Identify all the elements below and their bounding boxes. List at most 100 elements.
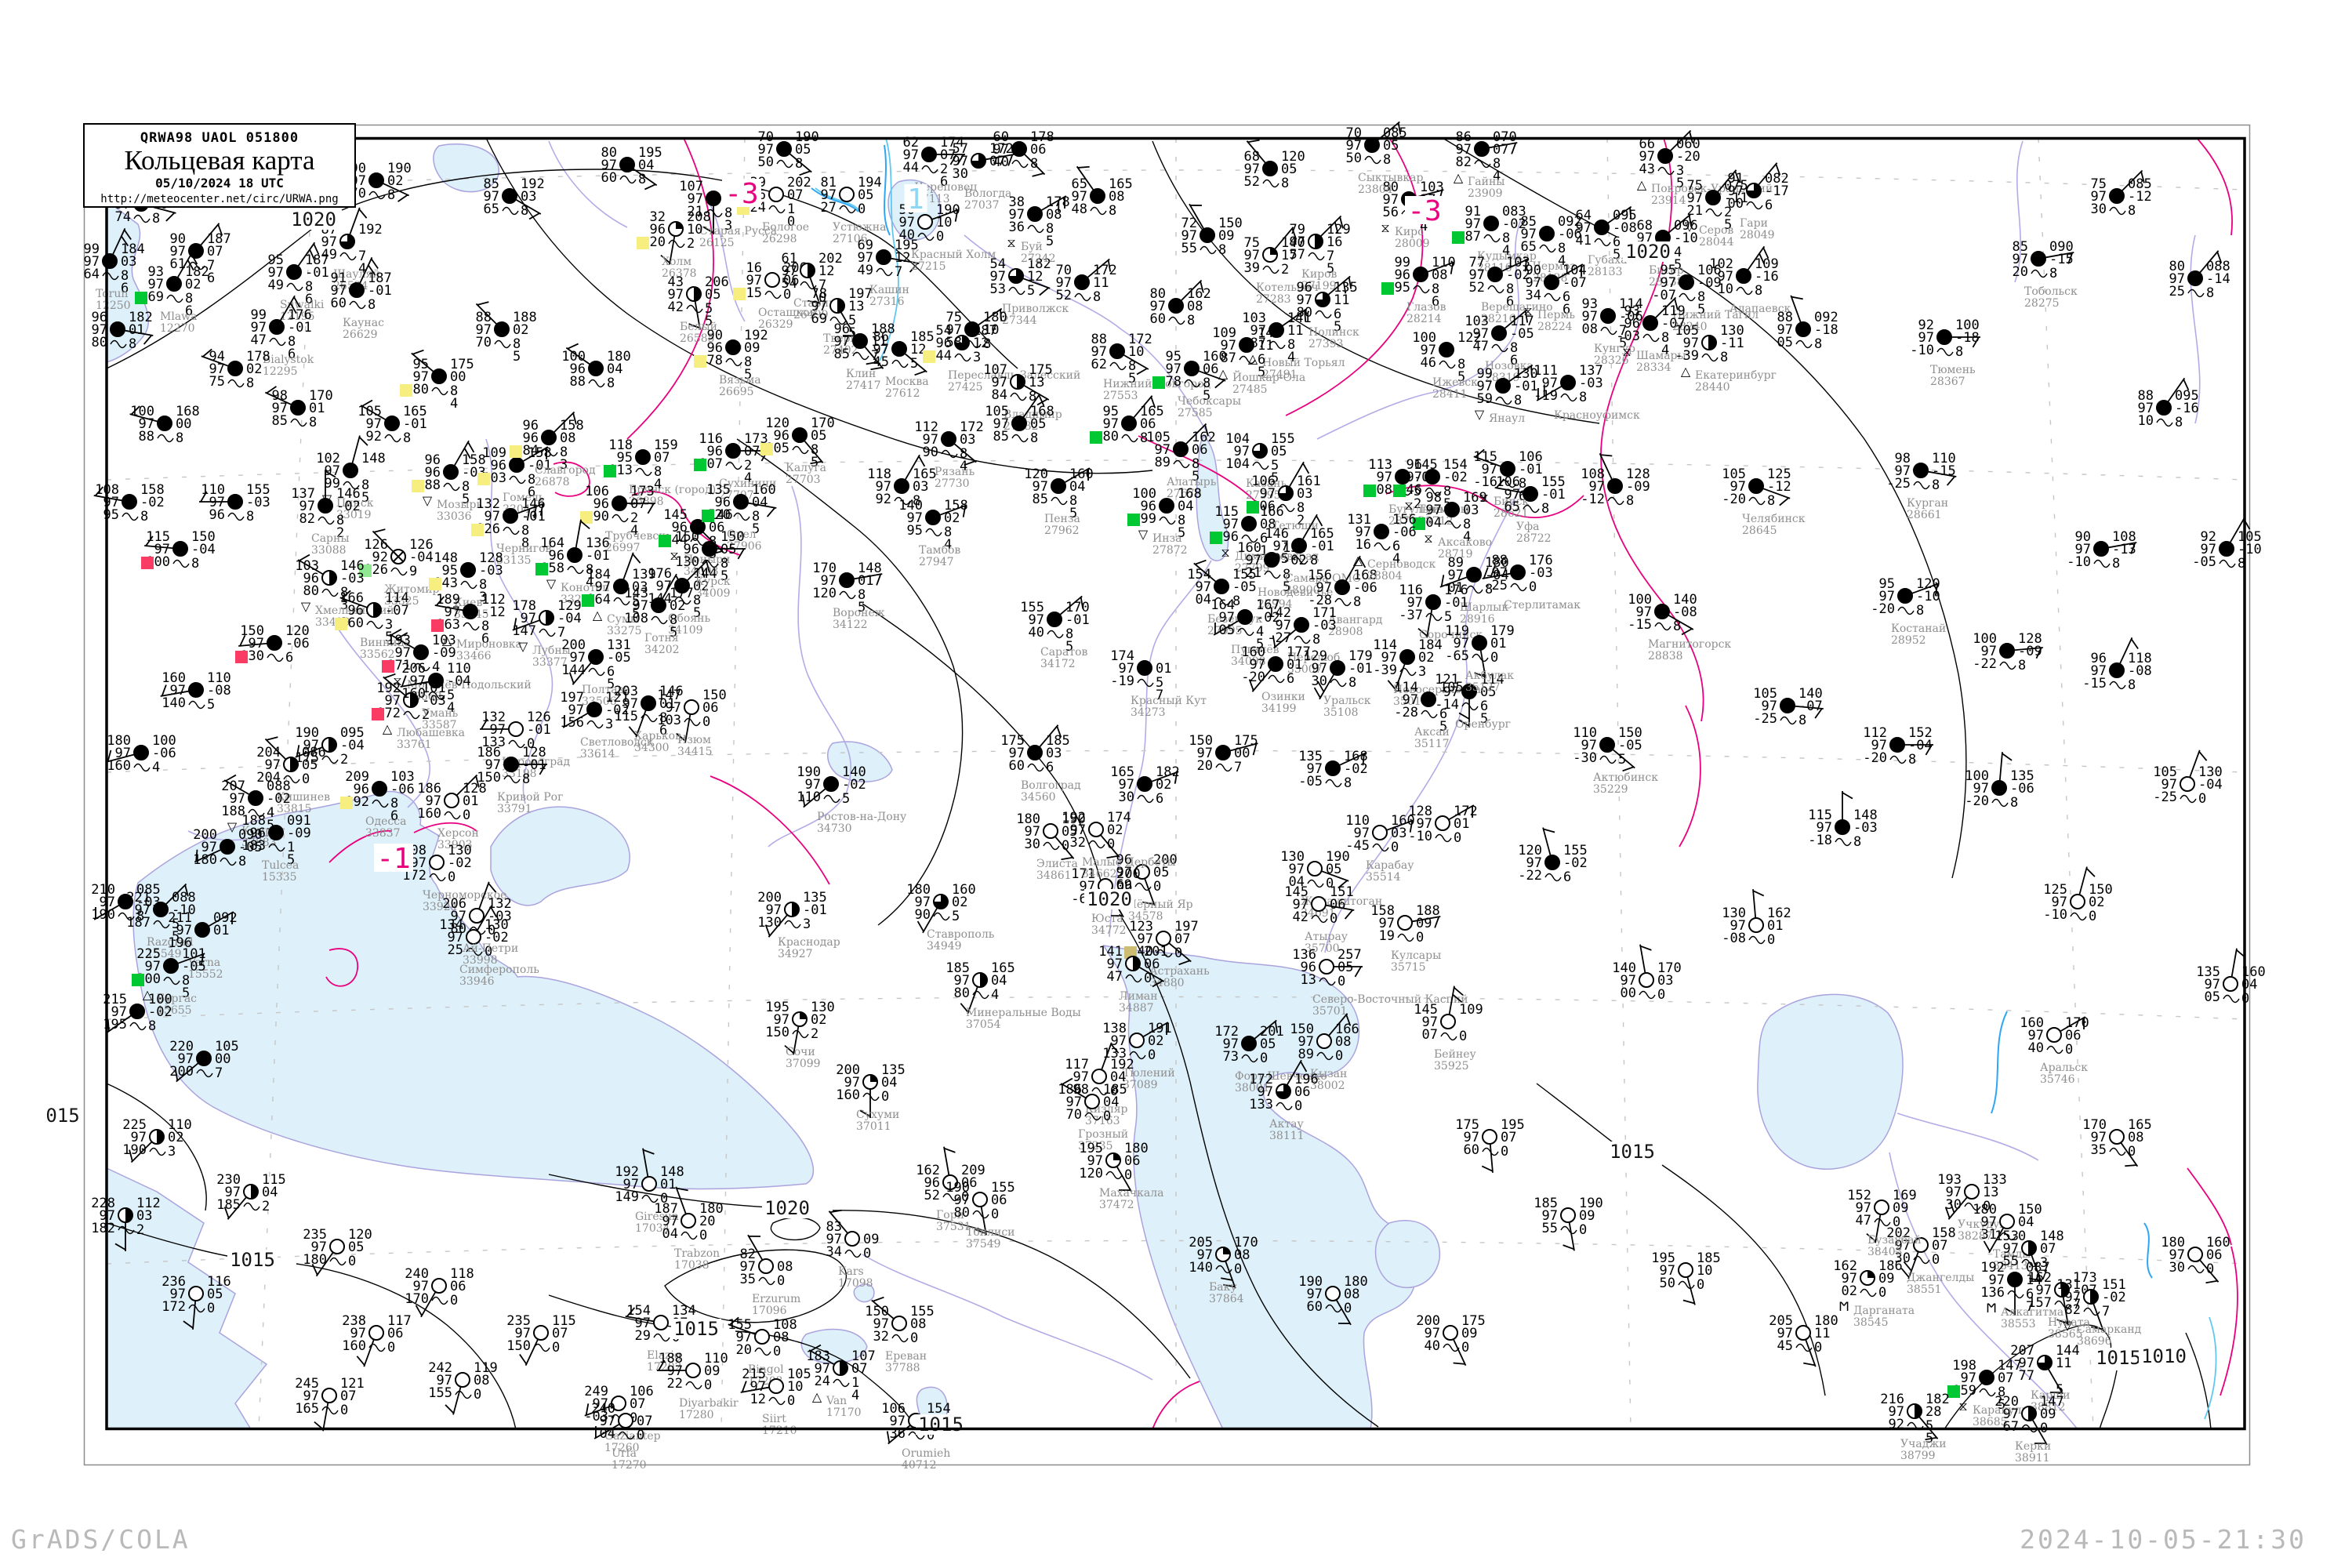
station-value: 04 bbox=[1103, 1094, 1119, 1110]
station-label: Kars bbox=[838, 1265, 864, 1278]
station-value: 0 bbox=[348, 1254, 356, 1269]
station-value: 88 bbox=[1777, 310, 1793, 325]
station-value: 97 bbox=[992, 375, 1007, 390]
tendency-symbol bbox=[1444, 520, 1461, 529]
station-label: Тамбов bbox=[919, 544, 960, 557]
station-value: 07 bbox=[989, 154, 1005, 169]
river bbox=[1896, 1112, 2039, 1161]
wind-barb-feather bbox=[741, 1381, 747, 1392]
station-value: 06 bbox=[783, 273, 799, 289]
station-label: 35925 bbox=[1434, 1060, 1469, 1073]
isallobar-label: -3 bbox=[724, 178, 758, 210]
station-label: 34009 bbox=[695, 587, 731, 600]
station-value: 97 bbox=[1687, 191, 1703, 206]
wind-barb-shaft bbox=[1319, 215, 1342, 238]
wind-barb-feather bbox=[513, 618, 517, 630]
station-value: 07 bbox=[787, 187, 803, 203]
tendency-symbol bbox=[368, 1343, 386, 1352]
station-value: 152 bbox=[1908, 725, 1933, 741]
station-value: 8 bbox=[744, 354, 752, 370]
station-value: 238 bbox=[342, 1313, 366, 1329]
cloud-cover-fill bbox=[2029, 1241, 2036, 1255]
station-value: -05 bbox=[2192, 554, 2216, 570]
cloud-cover-circle bbox=[1936, 329, 1952, 345]
station-value: 134 bbox=[672, 1303, 696, 1319]
station-value: 59 bbox=[1477, 391, 1493, 407]
station-value: 2 bbox=[1281, 262, 1289, 278]
station-value: 205 bbox=[1189, 1235, 1213, 1250]
station-value: 92 bbox=[372, 550, 388, 565]
station-value: 114 bbox=[1619, 296, 1643, 312]
isallobar-negative bbox=[1285, 137, 1424, 416]
station-value: -07 bbox=[385, 603, 409, 619]
station-label: Северо-Восточный Каспий bbox=[1312, 993, 1468, 1006]
station-value: 49 bbox=[321, 247, 337, 263]
obscured-x bbox=[393, 551, 404, 562]
station-value: 160 bbox=[1241, 644, 1265, 660]
station-value: 50 bbox=[758, 154, 774, 170]
station-value: 8 bbox=[522, 771, 530, 787]
station-value: 160 bbox=[2020, 1015, 2044, 1031]
wind-barb-feather bbox=[1775, 163, 1781, 176]
station-value: 156 bbox=[560, 715, 584, 731]
station-value: 170 bbox=[405, 1291, 429, 1307]
station-value: 85 bbox=[993, 429, 1009, 445]
station-value: 97 bbox=[1425, 1326, 1440, 1341]
station-value: 106 bbox=[585, 484, 609, 499]
station-value: 190 bbox=[295, 725, 319, 741]
station-value: 175 bbox=[1000, 733, 1025, 749]
station-value: 5 bbox=[1926, 1418, 1933, 1434]
station-value: 200 bbox=[1416, 1313, 1440, 1329]
station-label: Буй bbox=[1021, 241, 1043, 253]
station-value: 140 bbox=[1189, 1260, 1213, 1276]
station-value: 8 bbox=[368, 297, 376, 313]
station-value: 130 bbox=[1514, 366, 1538, 382]
station-value: -20 bbox=[1871, 601, 1895, 617]
station-label: Воронеж bbox=[833, 607, 885, 619]
station-label: Баку bbox=[1209, 1281, 1237, 1294]
station-value: 47 bbox=[1473, 339, 1489, 354]
station-value: 5 bbox=[1998, 1397, 2005, 1413]
station-value: 8 bbox=[1502, 230, 1510, 246]
station-value: 141 bbox=[1258, 325, 1282, 341]
station-label: Череповец bbox=[915, 181, 977, 194]
cloud-cover-fill bbox=[934, 895, 948, 909]
station-value: 97 bbox=[1636, 604, 1652, 620]
tendency-symbol bbox=[1413, 285, 1430, 294]
wind-barb-feather bbox=[187, 260, 194, 271]
station-value: -03 bbox=[422, 693, 446, 709]
cloud-cover-fill bbox=[792, 902, 799, 916]
station-value: 085 bbox=[2128, 176, 2152, 192]
station-value: 97 bbox=[600, 1414, 615, 1429]
station-label: 33883 bbox=[241, 837, 277, 849]
cloud-cover-fill bbox=[546, 611, 554, 625]
station-value: 178 bbox=[1046, 194, 1070, 210]
station-value: 8 bbox=[176, 430, 183, 446]
wind-barb-shaft bbox=[2031, 1419, 2048, 1446]
cloud-cover-circle bbox=[1121, 416, 1137, 431]
station-label: 26878 bbox=[535, 476, 570, 488]
wind-barb-shaft bbox=[768, 914, 788, 938]
cloud-cover-circle bbox=[917, 214, 933, 230]
wind-barb-feather bbox=[1454, 986, 1464, 996]
tendency-symbol bbox=[2054, 1300, 2071, 1309]
station-value: 5 bbox=[1256, 637, 1264, 652]
station-value: 06 bbox=[1330, 897, 1345, 913]
station-label: Лубны bbox=[532, 644, 571, 657]
cloud-cover-circle bbox=[157, 416, 172, 431]
station-label: Пенза bbox=[1044, 513, 1080, 525]
station-value: 0 bbox=[1294, 1098, 1302, 1114]
station-value: 190 bbox=[387, 161, 412, 176]
wind-barb-shaft bbox=[476, 905, 492, 931]
station-value: 100 bbox=[561, 349, 586, 365]
